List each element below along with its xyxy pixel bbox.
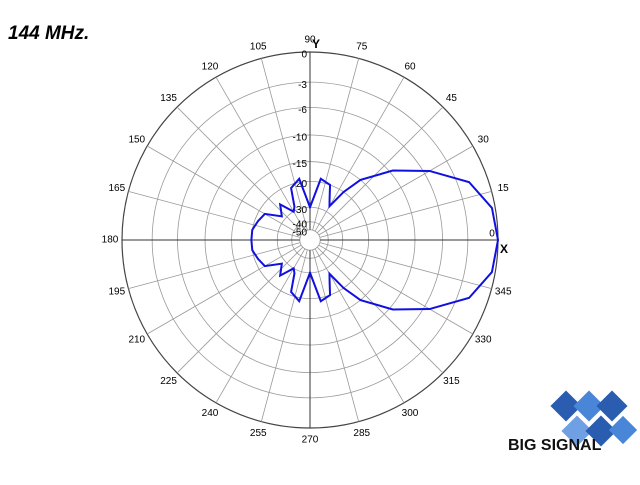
grid: [121, 51, 499, 429]
r-tick-label: -20: [293, 179, 308, 190]
pattern-line: [250, 169, 500, 311]
grid-spoke: [215, 248, 306, 404]
angle-tick-label: 195: [108, 286, 125, 297]
angle-tick-label: 45: [446, 93, 458, 104]
angle-tick-label: 270: [302, 435, 319, 446]
grid-spoke: [176, 246, 304, 374]
r-tick-label: -50: [293, 227, 308, 238]
grid-spoke: [316, 246, 444, 374]
angle-tick-label: 150: [128, 135, 145, 146]
r-tick-label: -6: [298, 105, 307, 116]
grid-spoke: [146, 145, 302, 236]
angle-tick-label: 330: [475, 335, 492, 346]
angle-tick-label: 345: [495, 286, 512, 297]
grid-spoke: [316, 106, 444, 234]
x-axis-label: X: [500, 242, 508, 256]
angle-tick-label: 240: [202, 408, 219, 419]
angle-tick-label: 135: [160, 93, 177, 104]
grid-spoke: [319, 190, 492, 238]
angle-tick-label: 225: [160, 376, 177, 387]
angle-tick-label: 300: [402, 408, 419, 419]
angle-tick-label: 120: [202, 61, 219, 72]
grid-spoke: [260, 58, 308, 231]
chart-title: 144 MHz.: [8, 23, 89, 44]
r-tick-label: 0: [301, 50, 307, 61]
grid-spoke: [128, 242, 301, 290]
angle-tick-label: 75: [356, 41, 368, 52]
angle-tick-label: 105: [250, 41, 267, 52]
grid-spoke: [319, 242, 492, 290]
r-tick-label: -10: [293, 133, 308, 144]
grid-spoke: [312, 58, 360, 231]
y-axis-label: Y: [312, 37, 320, 51]
logo-text: BIG SIGNAL: [508, 437, 602, 454]
angle-tick-label: 315: [443, 376, 460, 387]
grid-spoke: [312, 249, 360, 422]
grid-spoke: [318, 145, 474, 236]
grid-spoke: [146, 244, 302, 335]
angle-tick-label: 180: [102, 235, 119, 246]
grid-spoke: [176, 106, 304, 234]
grid-spoke: [318, 244, 474, 335]
r-tick-label: -15: [293, 159, 308, 170]
angle-tick-label: 285: [353, 428, 370, 439]
grid-spoke: [215, 76, 306, 232]
r-tick-label: -30: [293, 205, 308, 216]
r-tick-label: -3: [298, 80, 307, 91]
grid-spoke: [128, 190, 301, 238]
grid-spoke: [260, 249, 308, 422]
angle-tick-label: 210: [128, 335, 145, 346]
angle-tick-label: 30: [478, 135, 490, 146]
angle-tick-label: 60: [404, 61, 416, 72]
r-tick-label: -40: [293, 219, 308, 230]
angle-tick-label: 165: [108, 183, 125, 194]
angle-tick-label: 15: [498, 183, 510, 194]
angle-tick-label: 0: [489, 229, 495, 240]
angle-tick-label: 255: [250, 428, 267, 439]
angle-tick-label: 90: [304, 35, 316, 46]
logo-graphic: [550, 390, 638, 447]
